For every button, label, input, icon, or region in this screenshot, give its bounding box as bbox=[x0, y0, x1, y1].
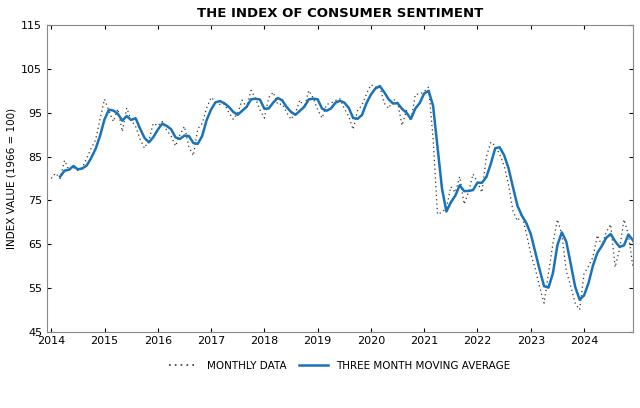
Legend: MONTHLY DATA, THREE MONTH MOVING AVERAGE: MONTHLY DATA, THREE MONTH MOVING AVERAGE bbox=[165, 357, 515, 375]
Title: THE INDEX OF CONSUMER SENTIMENT: THE INDEX OF CONSUMER SENTIMENT bbox=[197, 7, 483, 20]
Y-axis label: INDEX VALUE (1966 = 100): INDEX VALUE (1966 = 100) bbox=[7, 108, 17, 249]
